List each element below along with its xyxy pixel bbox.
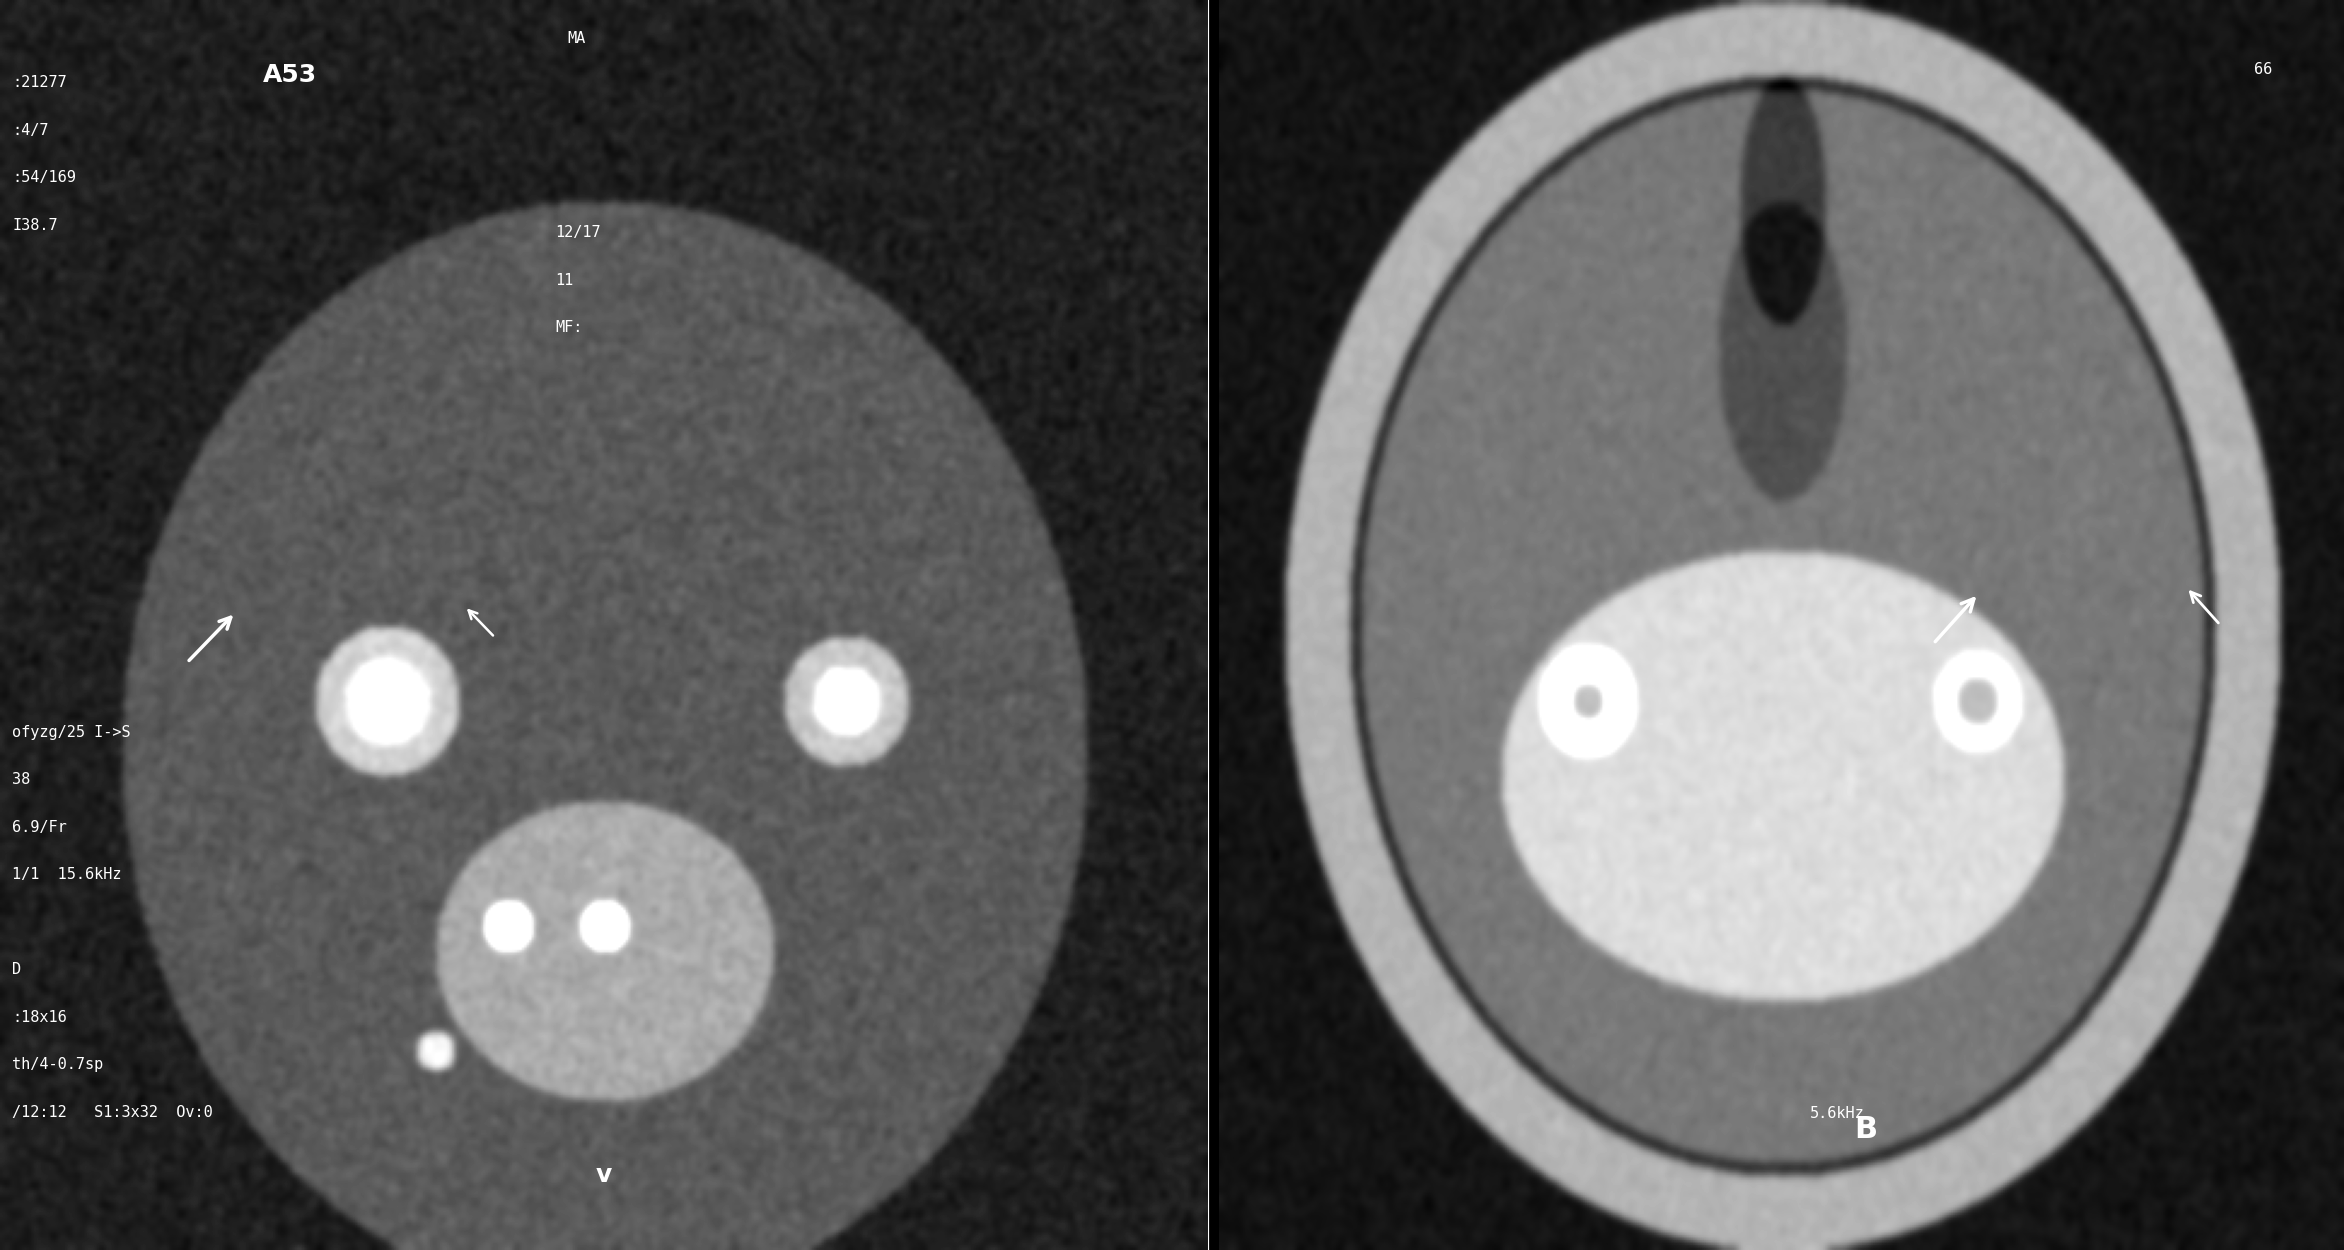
Text: 1/1  15.6kHz: 1/1 15.6kHz xyxy=(12,867,122,882)
Text: :18x16: :18x16 xyxy=(12,1010,68,1025)
Text: I38.7: I38.7 xyxy=(12,217,59,232)
Text: th/4-0.7sp: th/4-0.7sp xyxy=(12,1058,103,1072)
Text: 12/17: 12/17 xyxy=(556,225,600,240)
Text: MF:: MF: xyxy=(556,320,584,335)
Text: :54/169: :54/169 xyxy=(12,170,75,185)
Text: /12:12   S1:3x32  Ov:0: /12:12 S1:3x32 Ov:0 xyxy=(12,1105,213,1120)
Text: D: D xyxy=(12,962,21,978)
Text: :4/7: :4/7 xyxy=(12,122,49,138)
Text: 6.9/Fr: 6.9/Fr xyxy=(12,820,68,835)
Text: 11: 11 xyxy=(556,272,574,288)
Text: B: B xyxy=(1854,1115,1878,1144)
Text: ofyzg/25 I->S: ofyzg/25 I->S xyxy=(12,725,131,740)
Text: v: v xyxy=(595,1164,612,1187)
Text: 66: 66 xyxy=(2255,62,2271,78)
Text: A53: A53 xyxy=(263,62,316,86)
Text: :21277: :21277 xyxy=(12,75,68,90)
Text: MA: MA xyxy=(567,31,586,46)
Text: 38: 38 xyxy=(12,772,30,788)
Text: 5.6kHz: 5.6kHz xyxy=(1810,1106,1863,1121)
